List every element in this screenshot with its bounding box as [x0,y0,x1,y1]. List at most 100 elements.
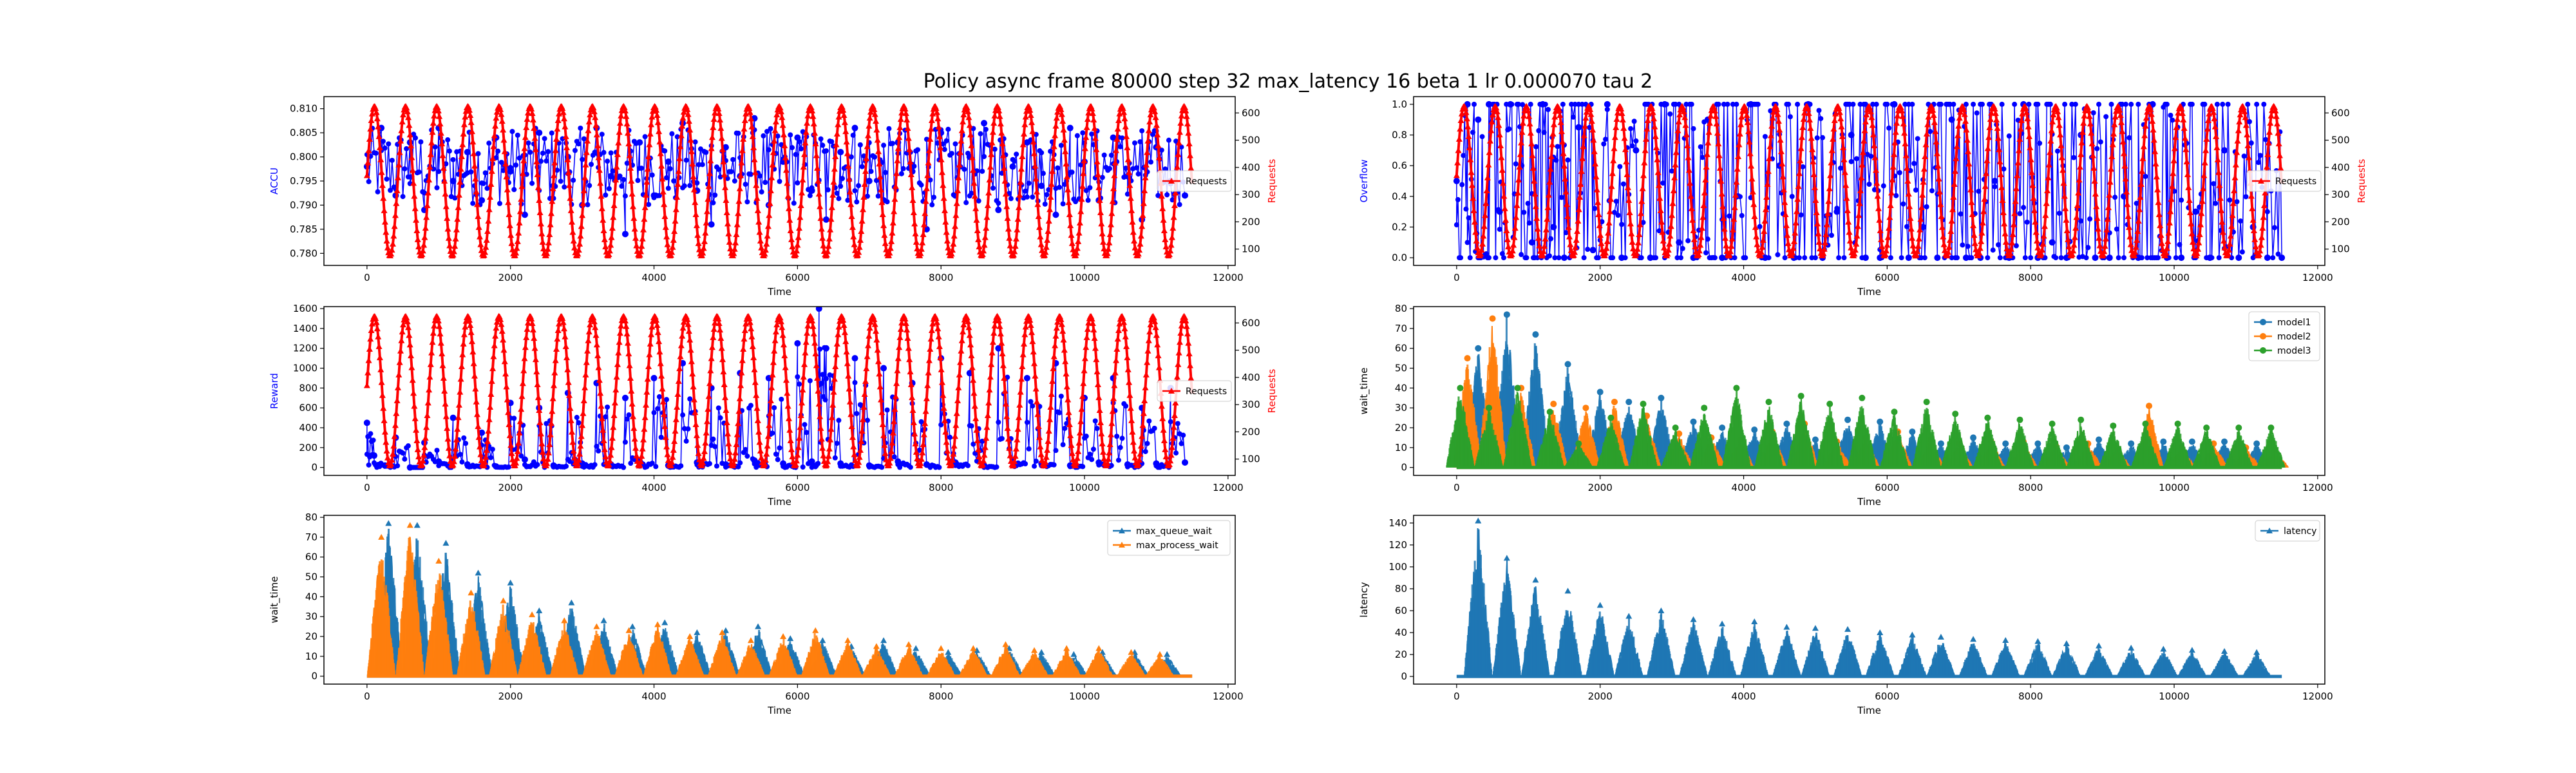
requests-point [567,417,574,423]
requests-point [396,359,403,365]
data-point [596,448,601,453]
data-point [457,452,463,457]
data-point [651,375,657,381]
data-point [2225,101,2231,107]
requests-point [1155,142,1162,149]
requests-point [722,394,729,401]
requests-point [1922,141,1929,148]
data-point [1795,101,1801,107]
requests-point [582,384,589,390]
y2-tick-label: 100 [1242,243,1260,255]
requests-point [784,390,791,396]
requests-point [989,139,996,146]
data-point [1929,188,1935,194]
requests-point [422,225,429,231]
data-point [1123,166,1129,171]
y-tick-label: 0.780 [290,247,317,259]
requests-point [1863,111,1870,118]
requests-point [956,371,963,377]
requests-point [857,236,864,243]
requests-point [767,187,774,194]
requests-point [811,129,819,136]
requests-point [1828,147,1835,153]
data-point [2103,114,2109,120]
requests-point [703,418,710,425]
requests-point [2201,159,2208,166]
requests-point [838,314,846,320]
requests-point [715,105,722,111]
values-line [366,118,1186,234]
requests-point [2073,214,2080,220]
requests-point [879,421,886,427]
requests-point [864,353,871,359]
requests-point [762,247,769,253]
requests-point [484,228,491,234]
data-point [1904,224,1909,229]
requests-point [470,360,477,367]
requests-point [638,453,645,459]
data-point [1812,255,1818,261]
data-point [1992,178,1998,184]
requests-point [405,324,412,330]
requests-point [2221,244,2228,251]
requests-point [1982,183,1989,189]
requests-point [725,230,732,236]
requests-point [813,152,820,158]
requests-point [1470,195,1477,201]
requests-point [1736,130,1743,137]
data-point [2022,255,2028,261]
data-point [459,459,465,465]
requests-point [710,124,717,130]
requests-point [1893,120,1900,126]
requests-point [547,221,554,227]
requests-point [1861,127,1868,133]
requests-point [866,122,873,129]
requests-point [1611,145,1618,151]
data-point [737,460,743,466]
requests-point [571,454,578,461]
requests-point [564,354,571,361]
requests-point [715,320,723,326]
requests-point [1126,379,1133,385]
requests-point [1454,159,1461,166]
requests-point [827,226,834,233]
requests-point [676,365,683,372]
data-point [1024,140,1030,146]
requests-point [2226,240,2233,247]
requests-point [785,205,792,211]
data-point [1501,255,1506,261]
requests-point [669,243,676,250]
requests-point [973,216,980,223]
requests-point [905,345,912,351]
requests-point [540,245,547,252]
requests-point [610,214,617,220]
requests-point [782,377,790,383]
requests-point [942,428,949,435]
requests-point [1899,113,1906,119]
requests-point [878,186,885,193]
requests-point [1925,113,1932,120]
requests-point [403,104,410,111]
requests-point [1094,381,1101,387]
requests-point [1891,139,1899,146]
requests-point [922,210,929,216]
requests-point [1158,403,1165,409]
requests-point [665,247,672,253]
requests-point [1468,182,1475,188]
requests-point [393,410,400,416]
requests-point [948,251,955,257]
requests-point [1114,126,1121,132]
requests-point [1669,212,1676,218]
data-point [777,445,782,451]
data-point [1999,101,2005,107]
data-point [1513,161,1519,167]
requests-point [1058,111,1065,117]
requests-point [810,120,817,127]
requests-point [1970,222,1977,229]
data-point [1716,101,1721,107]
requests-point [802,339,810,345]
data-point [2263,137,2269,142]
requests-point [1061,347,1068,353]
requests-point [941,417,948,423]
requests-point [1177,330,1184,336]
